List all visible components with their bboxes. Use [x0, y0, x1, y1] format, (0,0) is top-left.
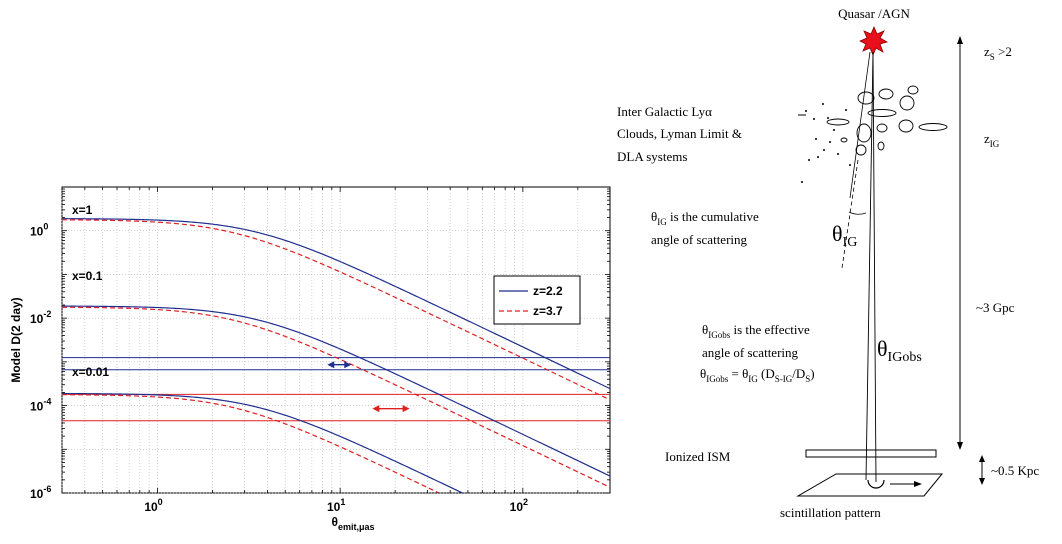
cloud-icon: [856, 123, 872, 143]
ism-distance-arrow-top: [979, 455, 985, 462]
clouds-text-line3: DLA systems: [617, 149, 687, 164]
double-arrow-head-left: [372, 405, 380, 413]
series-line-z22-x001: [61, 392, 463, 494]
cloud-icon: [867, 109, 897, 117]
curves: [61, 218, 611, 494]
direct-ray: [872, 51, 877, 483]
distance-axis-arrow-top: [957, 36, 963, 44]
ism-label: Ionized ISM: [665, 449, 731, 464]
theta-ig-arc: [848, 211, 867, 215]
plot-frame: [61, 186, 611, 494]
theta-ig-desc-line2: angle of scattering: [651, 232, 748, 247]
cloud-icon: [898, 119, 914, 133]
legend-label-z37: z=3.7: [533, 304, 563, 318]
arrows: [327, 361, 410, 413]
observer-plane: [796, 473, 944, 497]
annotation-x001: x=0.01: [72, 365, 109, 379]
zs-label: zS >2: [984, 44, 1012, 62]
cloud-dots: [801, 103, 851, 183]
series-line-z37-x01: [61, 306, 611, 488]
ism-slab: [805, 449, 937, 458]
double-arrow-head-left: [327, 361, 335, 369]
clouds-text-line1: Inter Galactic Lyα: [617, 104, 712, 119]
x-tick-label: 101: [327, 497, 345, 514]
clouds-group: [826, 85, 948, 156]
cloud-icon: [878, 88, 894, 100]
cloud-icon: [840, 137, 848, 143]
ism-distance-label: ~0.5 Kpc: [991, 463, 1039, 478]
annotation-x1: x=1: [72, 203, 93, 217]
zig-label: zIG: [984, 131, 1000, 149]
pattern-arc: [867, 479, 885, 489]
y-tick-label: 10-2: [30, 309, 51, 326]
double-arrow-head-right: [402, 405, 410, 413]
x-axis-label-main: θ: [332, 515, 339, 529]
cloud-icon: [826, 118, 850, 126]
ism-distance-arrow-bottom: [979, 478, 985, 485]
series-line-z22-x01: [61, 305, 611, 477]
scattered-ray: [865, 51, 874, 481]
cloud-icon: [857, 91, 875, 105]
theta-obs-desc-line1: θIGobs is the effective: [702, 322, 810, 340]
legend-label-z22: z=2.2: [533, 284, 563, 298]
pattern-label: scintillation pattern: [780, 505, 881, 520]
cloud-icon: [855, 144, 867, 156]
legend-box: [493, 275, 581, 325]
legend: z=2.2 z=3.7: [493, 275, 581, 325]
theta-obs-angle-label: θIGobs: [877, 336, 922, 365]
cloud-icon: [907, 85, 919, 95]
scattered-ray-upper: [849, 51, 871, 199]
x-tick-label: 100: [144, 497, 162, 514]
clouds-text-line2: Clouds, Lyman Limit &: [617, 126, 742, 141]
y-axis-label: Model D(2 day): [9, 297, 23, 382]
y-tick-label: 10-4: [30, 397, 51, 414]
x-axis-label-sub: emit,μas: [338, 522, 375, 532]
theta-obs-desc-line2: angle of scattering: [702, 345, 799, 360]
distance-axis-arrow-bottom: [957, 442, 963, 450]
series-line-z22-x1: [62, 218, 611, 390]
double-arrow-head-right: [344, 361, 352, 369]
distance-label: ~3 Gpc: [976, 300, 1015, 315]
cloud-icon: [877, 141, 885, 151]
chart: 100 101 102 100 10-2 10-4 10-6 x=1 x=0.1 x=0.0…: [9, 186, 611, 532]
theta-obs-equation: θIGobs = θIG (DS-IG/DS): [700, 366, 815, 384]
cloud-icon: [876, 123, 888, 133]
cloud-icon: [918, 123, 948, 131]
y-tick-label: 100: [30, 222, 48, 239]
series-line-z37-x1: [61, 219, 611, 401]
diagram: Quasar /AGN ~3 Gpc zS >2 zIG: [617, 6, 1039, 520]
theta-ig-angle-label: θIG: [832, 221, 857, 250]
cloud-icon: [899, 95, 915, 111]
x-tick-label: 102: [510, 497, 528, 514]
theta-ig-desc-line1: θIG is the cumulative: [651, 209, 759, 227]
y-tick-label: 10-6: [30, 484, 51, 501]
motion-arrow-head: [914, 481, 922, 487]
quasar-label: Quasar /AGN: [838, 6, 910, 21]
ticks: 100 101 102 100 10-2 10-4 10-6: [30, 187, 610, 514]
annotation-x01: x=0.1: [72, 269, 103, 283]
quasar-star-icon: [859, 25, 889, 57]
